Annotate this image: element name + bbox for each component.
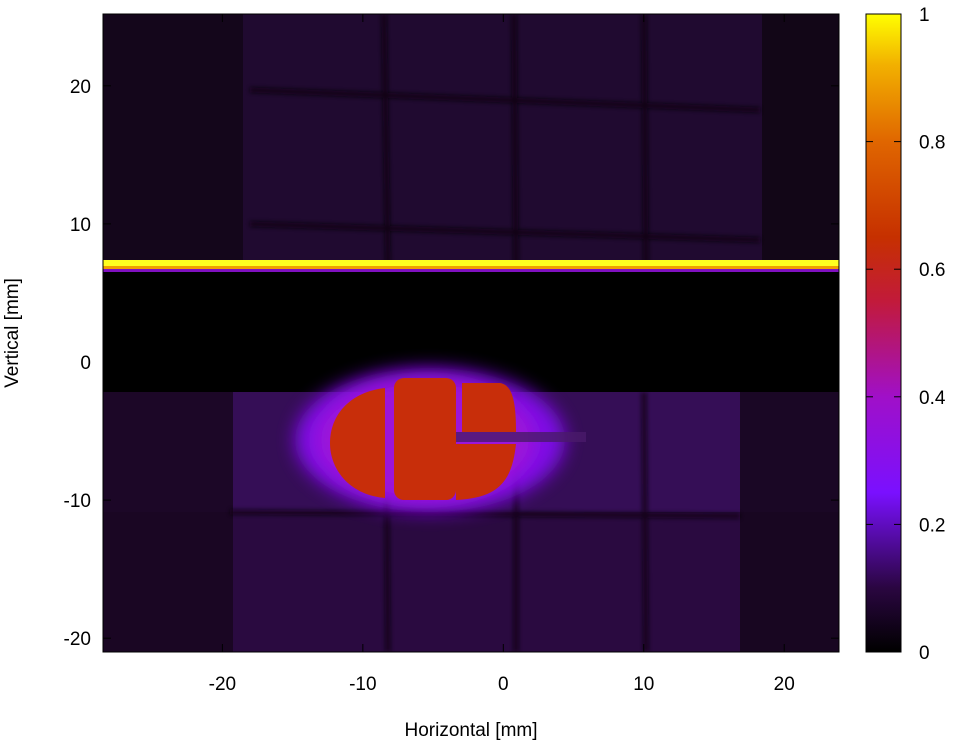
heatmap-lower-dark-right [740,392,839,652]
colorbar-tick-label: 0.4 [919,388,946,409]
y-axis-ticks: -20 -10 0 10 20 [64,77,839,650]
bright-stripe [103,260,839,266]
x-tick-label: 0 [498,674,509,695]
x-axis-label: Horizontal [mm] [404,720,537,741]
heatmap-image [103,14,839,652]
colorbar-tick-label: 1 [919,5,930,26]
y-axis-label: Vertical [mm] [2,278,23,388]
bright-stripe-edge [103,266,839,269]
hot-spot-slot [456,432,586,442]
colorbar [865,13,902,653]
colorbar-tick-label: 0.8 [919,133,945,154]
bright-stripe-fade [103,269,839,272]
x-tick-label: -10 [349,674,376,695]
y-tick-label: 0 [80,353,91,374]
y-tick-label: -10 [64,491,91,512]
plot-frame [102,13,840,653]
heatmap-grid-shadows-upper [249,14,761,265]
colorbar-tick-label: 0 [919,643,930,664]
y-tick-label: 20 [70,77,91,98]
colorbar-tick-label: 0.2 [919,515,945,536]
heatmap-lower-dark-left [103,392,233,652]
y-tick-label: -20 [64,629,91,650]
hot-spot-core [330,378,516,500]
colorbar-ticks: 0 0.2 0.4 0.6 0.8 1 [866,5,946,664]
x-tick-label: 20 [774,674,795,695]
x-axis-ticks: -20 -10 0 10 20 [209,14,795,695]
colorbar-tick-label: 0.6 [919,260,945,281]
heatmap-dark-column-left [103,14,243,264]
x-tick-label: 10 [633,674,654,695]
heatmap-dark-column-right [762,14,839,264]
y-tick-label: 10 [70,215,91,236]
x-tick-label: -20 [209,674,236,695]
